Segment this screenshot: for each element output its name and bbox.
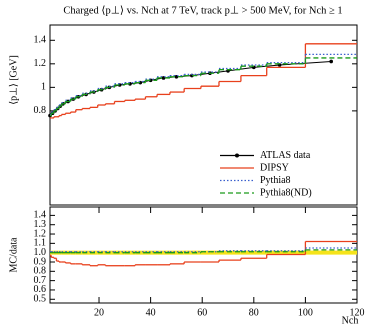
chart-title: Charged ⟨p⊥⟩ vs. Nch at 7 TeV, track p⊥ … <box>63 4 342 16</box>
x-tick-label: 20 <box>94 307 104 318</box>
x-axis-label: Nch <box>342 315 359 326</box>
legend-label: Pythia8 <box>260 175 291 186</box>
legend-label: ATLAS data <box>260 150 311 161</box>
data-point <box>329 59 334 64</box>
x-tick-label: 60 <box>197 307 207 318</box>
y-tick-label: 0.6 <box>34 284 47 295</box>
y-tick-label: 0.8 <box>34 105 47 116</box>
y-tick-label: 1.0 <box>34 247 47 258</box>
y-tick-label: 0.8 <box>34 266 47 277</box>
y-tick-label: 0.5 <box>34 294 47 305</box>
x-tick-label: 40 <box>146 307 156 318</box>
y-tick-label: 1 <box>41 82 46 93</box>
y-tick-label: 1.3 <box>34 219 47 230</box>
y-tick-label: 1.2 <box>34 58 47 69</box>
x-tick-label: 80 <box>249 307 259 318</box>
legend-label: DIPSY <box>260 162 289 173</box>
y-axis-label: MC/data <box>8 237 19 273</box>
data-point <box>190 73 194 78</box>
y-tick-label: 1.4 <box>34 35 47 46</box>
y-tick-label: 1.2 <box>34 228 47 239</box>
legend-label: Pythia8(ND) <box>260 187 312 198</box>
plot-frame <box>49 206 358 304</box>
y-tick-label: 1.4 <box>34 210 47 221</box>
x-tick-label: 120 <box>350 307 365 318</box>
x-tick-label: 100 <box>298 307 313 318</box>
y-tick-label: 0.9 <box>34 256 47 267</box>
y-tick-label: 1.1 <box>34 238 47 249</box>
y-axis-label: ⟨p⊥⟩ [GeV] <box>8 55 19 105</box>
legend-marker <box>235 153 239 158</box>
plot-frame <box>49 24 358 206</box>
y-tick-label: 0.7 <box>34 275 47 286</box>
